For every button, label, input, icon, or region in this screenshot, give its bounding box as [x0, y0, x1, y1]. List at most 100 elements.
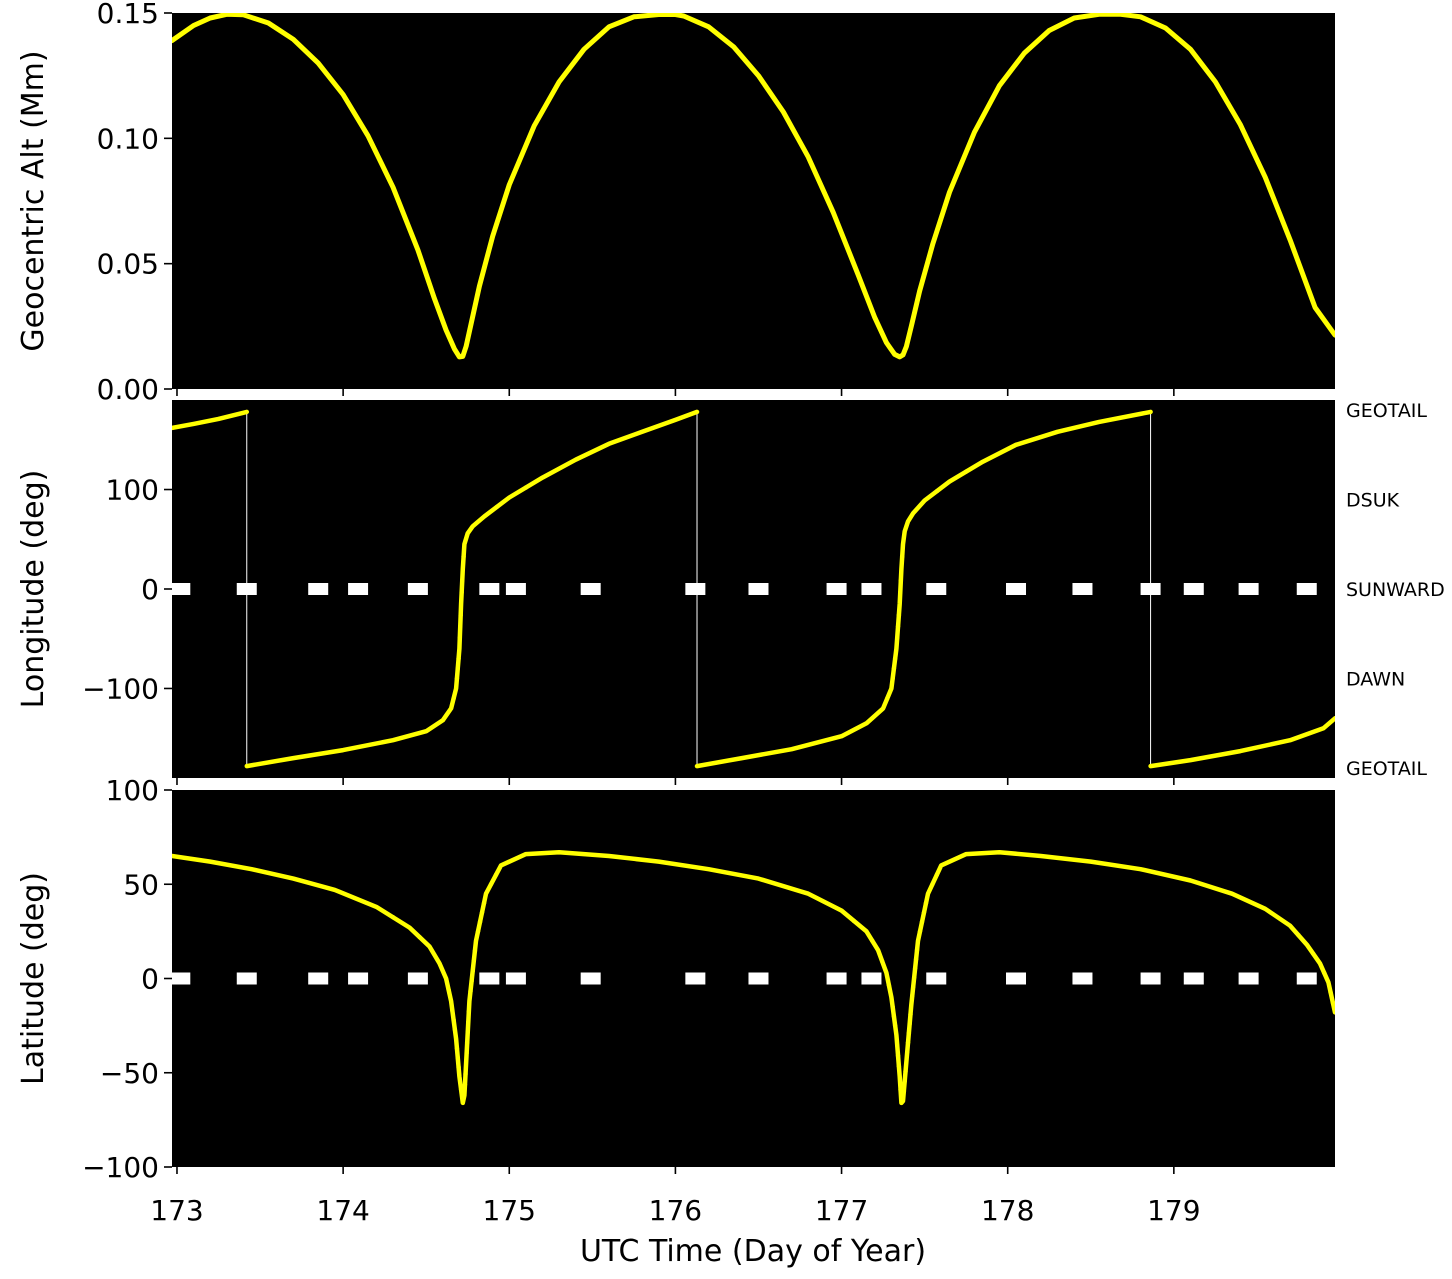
data-point — [454, 1046, 460, 1051]
data-point — [895, 635, 900, 640]
data-point — [934, 488, 940, 494]
data-point — [901, 1088, 907, 1094]
x-tick-label: 175 — [483, 1194, 536, 1227]
data-point — [464, 1050, 469, 1056]
event-marker — [861, 583, 882, 595]
longitude-trace — [1148, 716, 1335, 769]
data-point — [904, 1049, 910, 1055]
event-marker — [348, 972, 369, 985]
y-tick-label: 100 — [106, 474, 159, 507]
x-tick-label: 178 — [981, 1194, 1034, 1227]
data-point — [464, 1040, 470, 1045]
y-tick-label: 0.05 — [97, 248, 159, 281]
data-point — [895, 624, 901, 629]
event-marker — [1183, 583, 1204, 595]
data-point — [488, 882, 494, 887]
event-marker — [348, 583, 369, 595]
longitude-trace — [694, 409, 1153, 769]
event-marker — [580, 972, 601, 985]
region-label: SUNWARD — [1346, 579, 1445, 601]
event-marker — [505, 583, 526, 595]
region-label: GEOTAIL — [1346, 758, 1427, 780]
data-point — [891, 1014, 897, 1019]
data-point — [899, 554, 905, 559]
longitude-panel: −100 0 100 Longitude (deg) GEOTAIL DSUK SUNWAR… — [16, 400, 1445, 785]
data-point — [880, 959, 885, 964]
event-marker — [748, 583, 769, 595]
data-point — [390, 915, 396, 920]
event-marker — [1238, 583, 1259, 595]
event-marker — [685, 583, 706, 595]
data-layer — [172, 849, 1335, 1106]
y-tick-label: 0 — [141, 573, 159, 606]
data-point — [458, 1087, 464, 1092]
y-tick-label: −100 — [82, 672, 159, 705]
data-point — [470, 968, 475, 974]
event-marker — [1296, 583, 1317, 595]
data-point — [963, 469, 969, 474]
data-point — [465, 1030, 470, 1035]
x-tick-label: 179 — [1147, 1194, 1200, 1227]
event-marker — [1238, 972, 1259, 985]
data-point — [930, 882, 935, 887]
event-marker — [1006, 583, 1027, 595]
x-tick-label: 176 — [649, 1194, 702, 1227]
data-point — [457, 635, 463, 640]
event-marker — [826, 583, 847, 595]
event-marker — [826, 972, 847, 985]
data-point — [493, 872, 499, 878]
x-tick-label: 177 — [815, 1194, 868, 1227]
event-marker — [1006, 972, 1027, 985]
data-point — [471, 958, 477, 964]
data-point — [458, 624, 463, 629]
data-point — [911, 984, 916, 989]
data-point — [891, 666, 897, 671]
data-point — [1296, 932, 1301, 938]
data-point — [895, 1043, 900, 1048]
data-point — [890, 1004, 895, 1009]
data-point — [917, 929, 923, 934]
y-axis-label: Geocentric Alt (Mm) — [16, 50, 51, 351]
data-point — [896, 612, 902, 618]
data-point — [896, 1063, 902, 1069]
y-tick-label: 0.15 — [97, 0, 159, 30]
y-tick-label: 50 — [123, 868, 159, 901]
event-marker — [407, 583, 428, 595]
data-point — [461, 554, 466, 559]
latitude-trace — [172, 849, 1335, 1106]
data-point — [898, 1087, 903, 1092]
y-tick-label: −50 — [100, 1057, 159, 1090]
data-point — [455, 1055, 460, 1060]
y-tick-label: 100 — [106, 774, 159, 807]
data-point — [452, 1027, 458, 1032]
region-label: DSUK — [1346, 489, 1400, 511]
data-point — [913, 956, 919, 962]
data-point — [459, 578, 465, 583]
data-point — [477, 919, 483, 925]
data-point — [456, 1064, 461, 1070]
data-point — [908, 1012, 913, 1017]
event-marker — [505, 972, 526, 985]
data-point — [494, 504, 500, 510]
data-point — [902, 1079, 907, 1084]
data-point — [921, 910, 927, 915]
data-point — [906, 1030, 912, 1036]
data-point — [851, 918, 857, 924]
event-marker — [479, 583, 500, 595]
data-point — [885, 696, 890, 701]
data-point — [910, 993, 915, 998]
data-point — [417, 934, 422, 940]
event-marker — [1072, 583, 1093, 595]
event-marker — [172, 972, 191, 985]
data-point — [890, 676, 895, 681]
data-point — [905, 1040, 911, 1045]
data-point — [450, 1008, 455, 1013]
data-point — [892, 656, 898, 661]
x-tick-label: 173 — [150, 1194, 203, 1227]
data-layer — [172, 13, 1335, 360]
event-marker — [308, 972, 329, 985]
data-point — [462, 1082, 468, 1087]
data-point — [468, 988, 473, 994]
data-point — [886, 982, 892, 988]
data-point — [895, 1053, 901, 1058]
